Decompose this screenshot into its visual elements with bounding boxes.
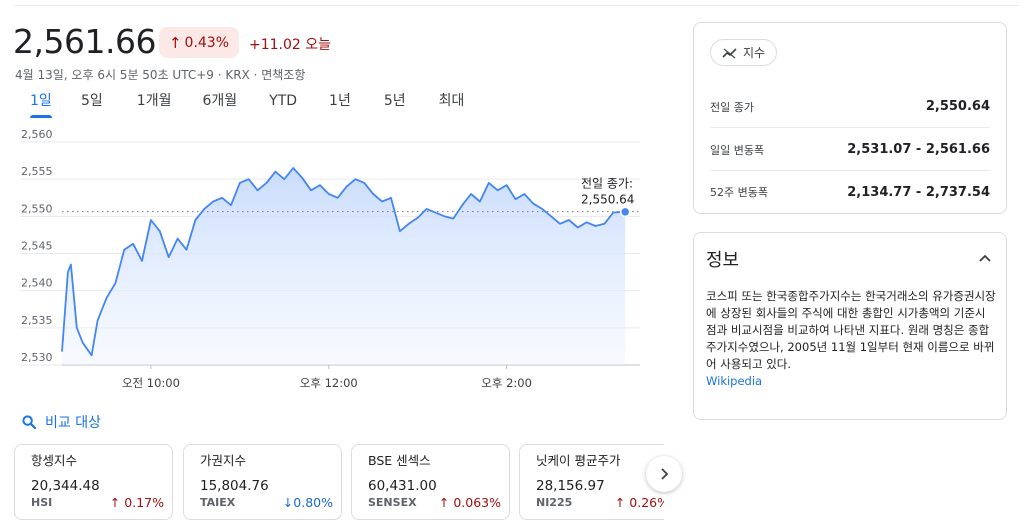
card-change-value: 0.17% xyxy=(124,495,164,510)
tab-label: 최대 xyxy=(438,93,465,109)
chart-y-axis: 2,560 2,555 2,550 2,545 2,540 2,535 2,530 xyxy=(21,128,53,364)
tab-label: YTD xyxy=(269,93,298,109)
arrow-down-icon: ↓ xyxy=(282,495,294,510)
card-symbol: SENSEX xyxy=(368,496,417,509)
search-icon xyxy=(22,415,36,429)
index-chip[interactable]: 지수 xyxy=(710,39,777,66)
compare-card-ni225[interactable]: 닛케이 평균주가 28,156.97 NI225 ↑ 0.26% xyxy=(519,444,664,520)
card-name: 닛케이 평균주가 xyxy=(536,453,621,468)
card-change: ↑ 0.17% xyxy=(110,495,164,510)
arrow-up-icon: ↑ xyxy=(168,33,182,52)
percent-change-badge: ↑ 0.43% xyxy=(159,27,239,58)
card-change-value: 0.80% xyxy=(293,495,333,510)
stat-label: 일일 변동폭 xyxy=(710,143,765,157)
card-change-value: 0.26% xyxy=(629,495,664,510)
card-change: ↓0.80% xyxy=(283,495,333,510)
key-stats-panel: 지수 전일 종가 2,550.64 일일 변동폭 2,531.07 - 2,56… xyxy=(693,22,1007,214)
stat-row-prev-close: 전일 종가 2,550.64 xyxy=(710,86,990,128)
tab-5d[interactable]: 5일 xyxy=(81,92,103,118)
tab-label: 1일 xyxy=(30,93,52,109)
stat-row-day-range: 일일 변동폭 2,531.07 - 2,561.66 xyxy=(710,129,990,171)
y-tick-label: 2,530 xyxy=(21,351,53,364)
tab-ytd[interactable]: YTD xyxy=(269,92,297,118)
tab-1y[interactable]: 1년 xyxy=(329,92,351,118)
y-tick-label: 2,555 xyxy=(21,165,53,178)
y-tick-label: 2,560 xyxy=(21,128,53,141)
range-tabs: 1일 5일 1개월 6개월 YTD 1년 5년 최대 xyxy=(14,92,464,118)
tab-1m[interactable]: 1개월 xyxy=(137,92,172,118)
compare-cards: 항셍지수 20,344.48 HSI ↑ 0.17% 가권지수 15,804.7… xyxy=(14,444,664,520)
y-tick-label: 2,550 xyxy=(21,202,53,215)
trend-icon xyxy=(722,47,737,59)
card-name: 가권지수 xyxy=(200,453,247,468)
absolute-change: +11.02 오늘 xyxy=(249,37,332,53)
y-tick-label: 2,535 xyxy=(21,314,53,327)
compare-button[interactable]: 비교 대상 xyxy=(22,412,101,432)
stat-label: 전일 종가 xyxy=(710,100,754,114)
card-value: 60,431.00 xyxy=(368,478,437,494)
compare-card-hsi[interactable]: 항셍지수 20,344.48 HSI ↑ 0.17% xyxy=(14,444,173,520)
tab-6m[interactable]: 6개월 xyxy=(202,92,237,118)
chart-x-axis: 오전 10:00 오후 12:00 오후 2:00 xyxy=(62,364,640,390)
stat-value: 2,531.07 - 2,561.66 xyxy=(847,142,990,157)
index-chip-label: 지수 xyxy=(742,46,766,60)
card-value: 15,804.76 xyxy=(200,478,269,494)
current-price: 2,561.66 xyxy=(13,22,156,61)
card-change: ↑ 0.063% xyxy=(439,495,501,510)
card-value: 28,156.97 xyxy=(536,478,605,494)
compare-card-sensex[interactable]: BSE 센섹스 60,431.00 SENSEX ↑ 0.063% xyxy=(351,444,510,520)
tab-label: 1년 xyxy=(329,93,351,109)
tab-5y[interactable]: 5년 xyxy=(384,92,406,118)
chevron-right-icon xyxy=(661,468,669,480)
x-tick-label: 오전 10:00 xyxy=(122,376,180,390)
about-panel: 정보 코스피 또는 한국종합주가지수는 한국거래소의 유가증권시장에 상장된 회… xyxy=(693,232,1007,420)
card-change-value: 0.063% xyxy=(453,495,501,510)
x-tick-label: 오후 2:00 xyxy=(481,376,532,390)
chevron-up-icon[interactable] xyxy=(978,253,992,263)
previous-close-label: 전일 종가: xyxy=(581,177,633,191)
card-change: ↑ 0.26% xyxy=(615,495,664,510)
compare-label: 비교 대상 xyxy=(45,415,101,431)
stat-value: 2,550.64 xyxy=(925,99,990,114)
card-symbol: HSI xyxy=(31,496,53,509)
tab-label: 1개월 xyxy=(136,93,172,109)
stat-row-52w-range: 52주 변동폭 2,134.77 - 2,737.54 xyxy=(710,171,990,213)
about-title: 정보 xyxy=(706,250,740,271)
tab-max[interactable]: 최대 xyxy=(439,92,465,118)
card-name: 항셍지수 xyxy=(31,453,78,468)
stat-value: 2,134.77 - 2,737.54 xyxy=(847,184,990,200)
chart-price-line xyxy=(61,167,626,357)
percent-change-value: 0.43% xyxy=(184,34,230,51)
arrow-up-icon: ↑ xyxy=(614,495,626,510)
y-tick-label: 2,540 xyxy=(21,277,53,290)
wikipedia-link[interactable]: Wikipedia xyxy=(706,374,763,388)
arrow-up-icon: ↑ xyxy=(438,495,450,510)
tab-label: 5년 xyxy=(383,93,406,109)
tab-label: 6개월 xyxy=(202,93,238,109)
arrow-up-icon: ↑ xyxy=(109,495,121,510)
tab-label: 5일 xyxy=(81,93,103,109)
card-symbol: TAIEX xyxy=(200,496,236,509)
stat-label: 52주 변동폭 xyxy=(710,186,768,199)
about-text: 코스피 또는 한국종합주가지수는 한국거래소의 유가증권시장에 상장된 회사들의… xyxy=(706,288,996,390)
y-tick-label: 2,545 xyxy=(21,240,53,253)
next-cards-button[interactable] xyxy=(646,456,682,492)
x-tick-label: 오후 12:00 xyxy=(300,376,358,390)
previous-close-value: 2,550.64 xyxy=(581,193,634,207)
top-divider xyxy=(14,5,1020,6)
card-value: 20,344.48 xyxy=(31,478,100,494)
card-name: BSE 센섹스 xyxy=(368,453,431,468)
chart-area-fill xyxy=(62,168,626,365)
chart-last-point xyxy=(619,206,631,218)
tab-1d[interactable]: 1일 xyxy=(30,92,52,118)
card-symbol: NI225 xyxy=(536,496,573,509)
timestamp-disclaimer[interactable]: 4월 13일, 오후 6시 5분 50초 UTC+9 · KRX · 면책조항 xyxy=(15,68,306,82)
compare-card-taiex[interactable]: 가권지수 15,804.76 TAIEX ↓0.80% xyxy=(183,444,342,520)
about-description: 코스피 또는 한국종합주가지수는 한국거래소의 유가증권시장에 상장된 회사들의… xyxy=(706,289,996,371)
price-chart[interactable]: 2,560 2,555 2,550 2,545 2,540 2,535 2,530 오전 1… xyxy=(0,128,660,400)
